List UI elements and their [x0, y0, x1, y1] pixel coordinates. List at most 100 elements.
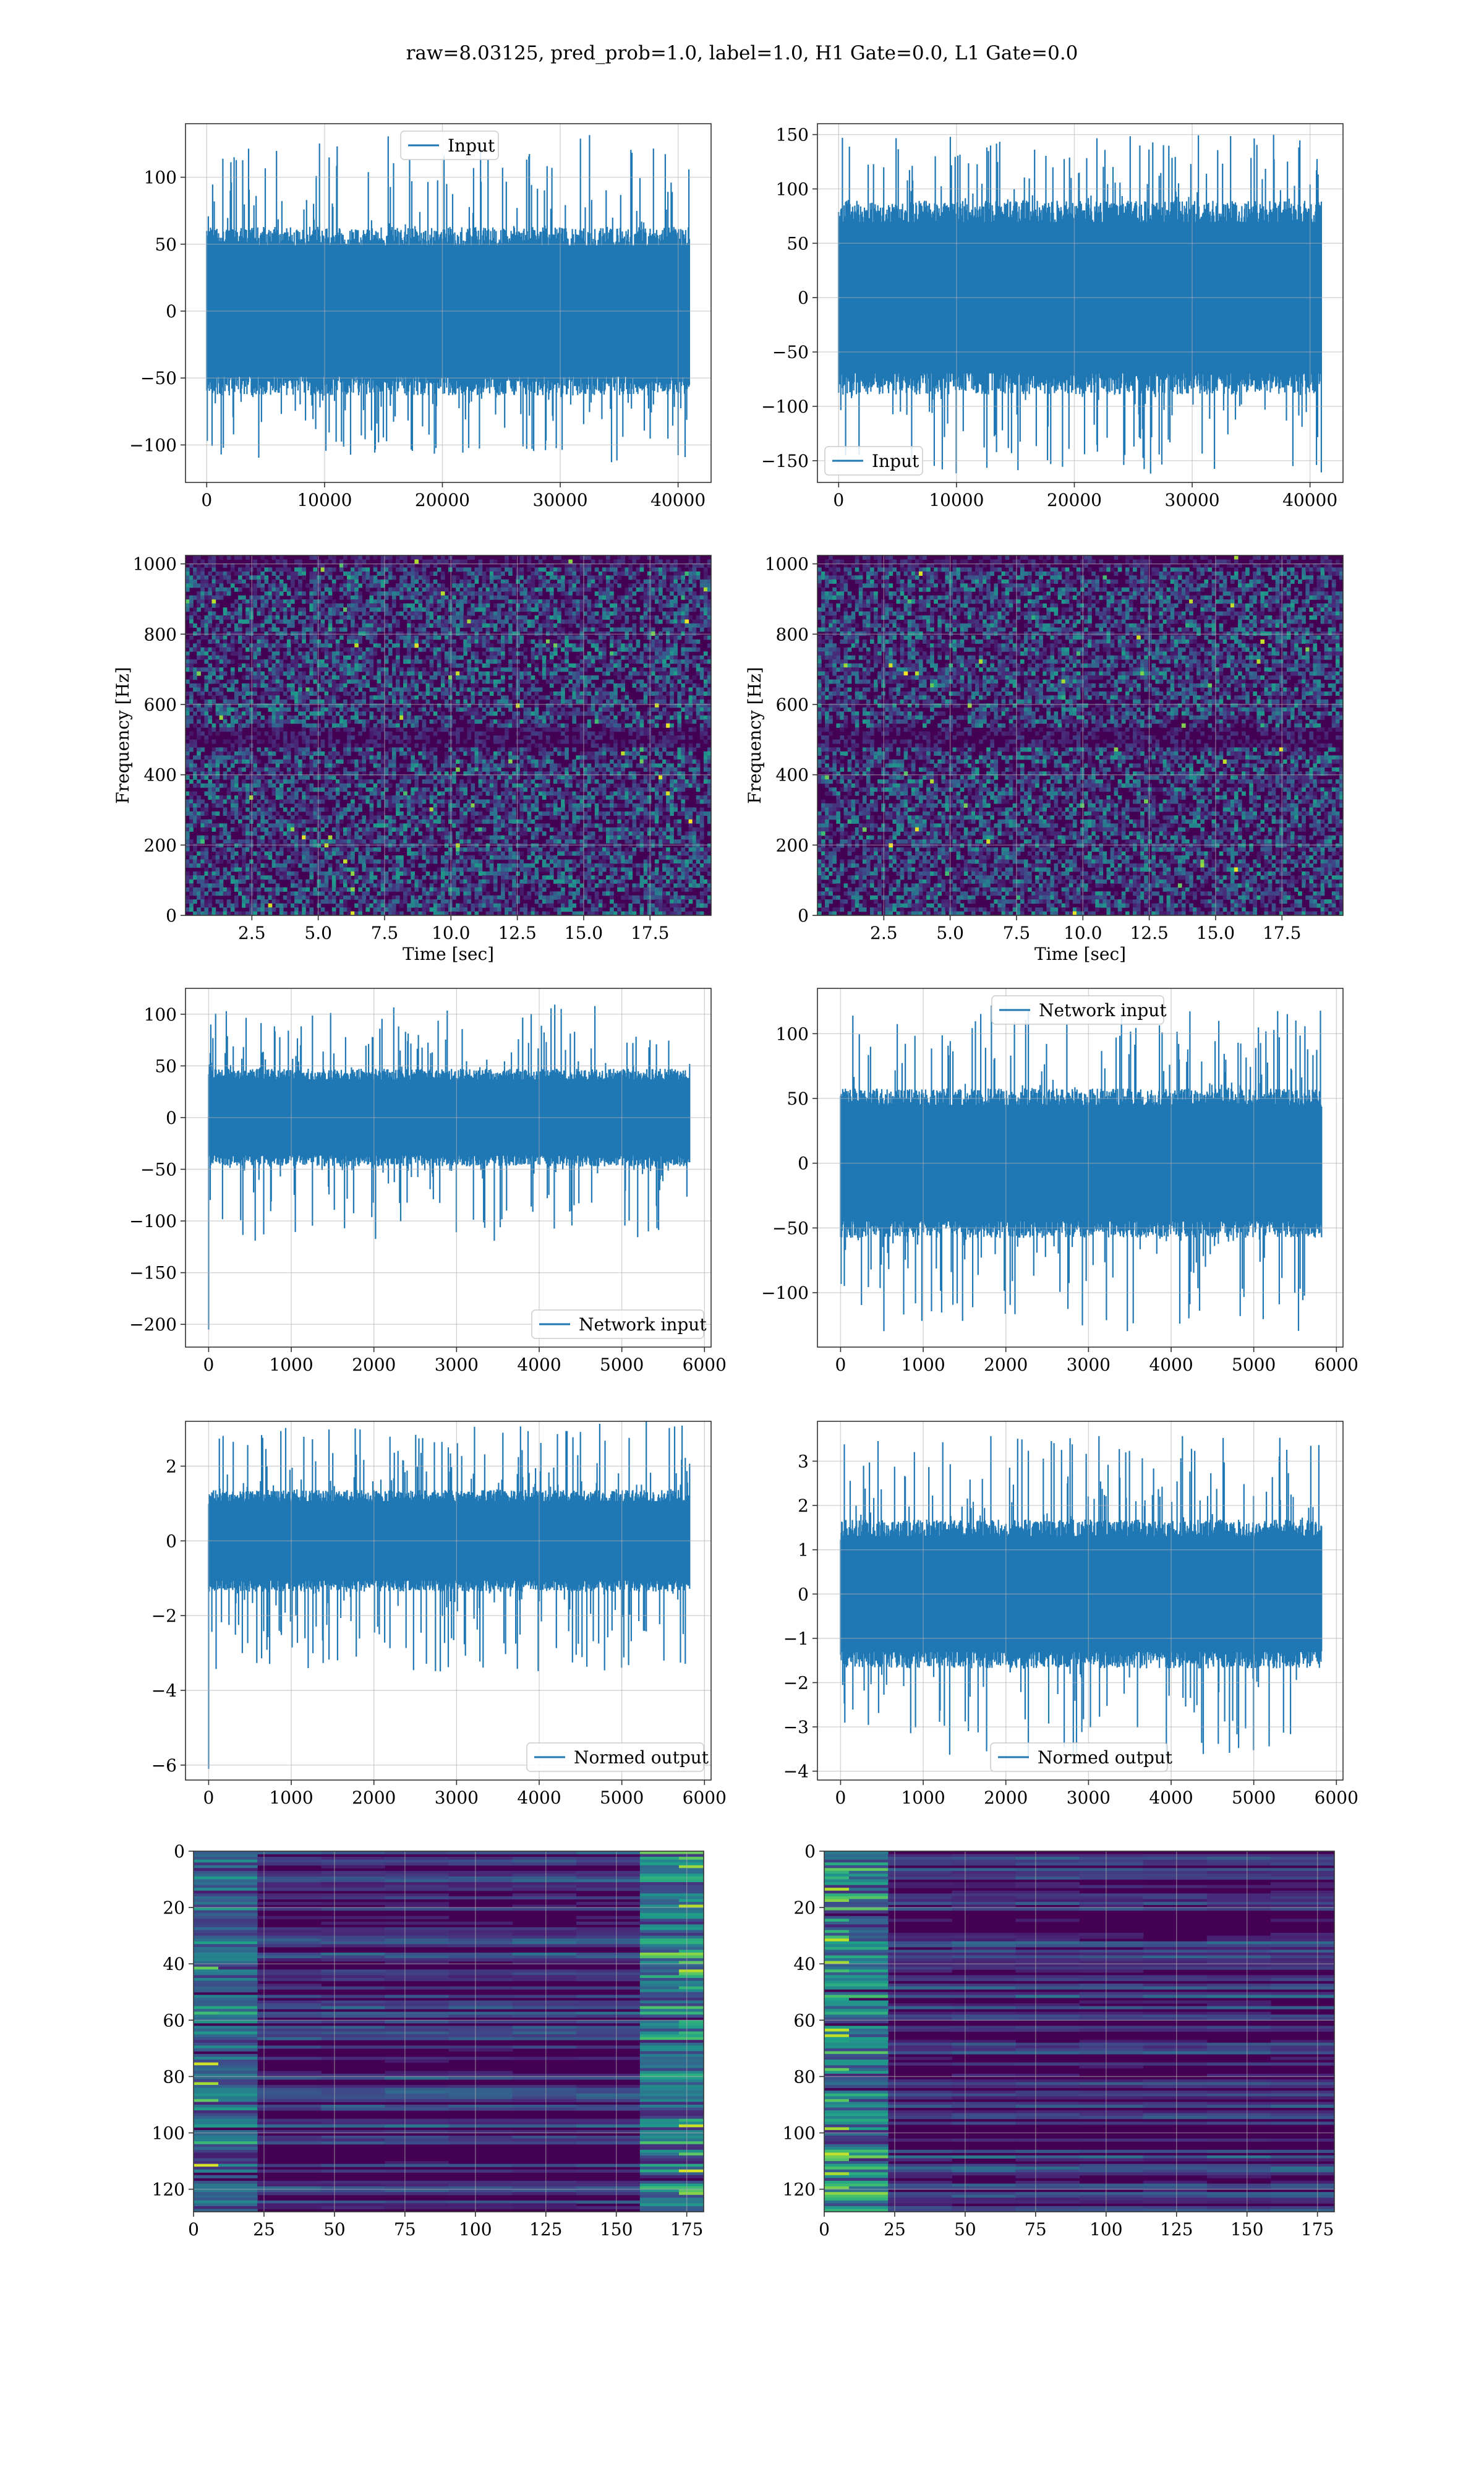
spectrogram-cell [208, 555, 213, 560]
spectrogram-cell [474, 891, 479, 896]
spectrogram-cell [485, 627, 490, 632]
spectrogram-cell [279, 843, 284, 848]
spectrogram-cell [489, 775, 494, 780]
spectrogram-cell [373, 627, 378, 632]
spectrogram-cell [313, 803, 318, 808]
spectrogram-cell [242, 571, 246, 576]
spectrogram-cell [399, 903, 404, 908]
spectrogram-cell [264, 851, 269, 856]
spectrogram-cell [399, 787, 404, 792]
spectrogram-cell [391, 603, 396, 608]
spectrogram-cell [305, 659, 310, 664]
spectrogram-cell [377, 679, 382, 684]
spectrogram-cell [399, 631, 404, 636]
spectrogram-cell [305, 703, 310, 708]
spectrogram-cell [403, 659, 407, 664]
spectrogram-cell [302, 571, 306, 576]
spectrogram-cell [384, 751, 389, 756]
spectrogram-cell [260, 751, 265, 756]
spectrogram-cell [347, 851, 351, 856]
spectrogram-cell [351, 883, 355, 888]
spectrogram-cell [414, 767, 419, 772]
spectrogram-cell [456, 831, 460, 836]
spectrogram-cell [444, 655, 449, 660]
spectrogram-cell [268, 719, 273, 724]
spectrogram-cell [302, 859, 306, 864]
spectrogram-cell [369, 687, 374, 692]
spectrogram-cell [377, 787, 382, 792]
spectrogram-cell [189, 635, 194, 640]
spectrogram-cell [444, 843, 449, 848]
spectrogram-cell [324, 847, 329, 852]
spectrogram-cell [493, 811, 498, 816]
spectrogram-cell [204, 667, 209, 672]
spectrogram-cell [257, 695, 262, 700]
spectrogram-cell [249, 667, 254, 672]
spectrogram-cell [291, 671, 295, 676]
spectrogram-cell [452, 887, 456, 892]
spectrogram-cell [211, 595, 216, 600]
spectrogram-cell [407, 871, 411, 876]
spectrogram-cell [302, 835, 306, 840]
spectrogram-cell [313, 603, 318, 608]
legend-box [400, 131, 499, 160]
spectrogram-cell [501, 711, 505, 716]
spectrogram-cell [501, 855, 505, 860]
spectrogram-cell [463, 571, 467, 576]
spectrogram-cell [485, 799, 490, 804]
spectrogram-cell [302, 623, 306, 628]
spectrogram-cell [219, 655, 224, 660]
spectrogram-cell [418, 647, 423, 652]
spectrogram-cell [309, 571, 314, 576]
spectrogram-cell [317, 699, 322, 704]
spectrogram-cell [309, 659, 314, 664]
spectrogram-cell [279, 795, 284, 800]
spectrogram-cell [467, 587, 472, 592]
spectrogram-cell [347, 791, 351, 796]
spectrogram-cell [234, 699, 239, 704]
spectrogram-cell [347, 895, 351, 900]
spectrogram-cell [339, 619, 344, 624]
spectrogram-cell [474, 639, 479, 644]
spectrogram-cell [204, 823, 209, 828]
spectrogram-cell [505, 563, 509, 568]
spectrogram-cell [264, 567, 269, 572]
spectrogram-cell [211, 847, 216, 852]
spectrogram-cell [313, 579, 318, 584]
spectrogram-cell [471, 651, 475, 656]
spectrogram-cell [429, 843, 434, 848]
spectrogram-cell [245, 891, 250, 896]
spectrogram-cell [309, 831, 314, 836]
spectrogram-cell [403, 835, 407, 840]
spectrogram-cell [309, 787, 314, 792]
spectrogram-cell [456, 647, 460, 652]
spectrogram-cell [208, 767, 213, 772]
spectrogram-cell [186, 575, 190, 580]
spectrogram-cell [313, 839, 318, 844]
spectrogram-cell [234, 607, 239, 612]
spectrogram-cell [422, 723, 427, 728]
spectrogram-cell [260, 671, 265, 676]
spectrogram-cell [482, 663, 487, 668]
spectrogram-cell [362, 795, 367, 800]
spectrogram-cell [448, 723, 453, 728]
spectrogram-cell [497, 763, 501, 768]
spectrogram-cell [317, 563, 322, 568]
spectrogram-cell [211, 863, 216, 868]
spectrogram-cell [257, 639, 262, 644]
spectrogram-cell [474, 767, 479, 772]
spectrogram-cell [257, 647, 262, 652]
spectrogram-cell [317, 583, 322, 588]
spectrogram-cell [369, 619, 374, 624]
spectrogram-cell [444, 775, 449, 780]
spectrogram-cell [257, 635, 262, 640]
spectrogram-cell [508, 843, 513, 848]
spectrogram-cell [437, 623, 441, 628]
spectrogram-cell [260, 643, 265, 648]
spectrogram-cell [226, 911, 231, 915]
spectrogram-cell [291, 819, 295, 824]
spectrogram-cell [362, 575, 367, 580]
spectrogram-cell [485, 819, 490, 824]
spectrogram-cell [448, 815, 453, 820]
spectrogram-cell [485, 759, 490, 764]
